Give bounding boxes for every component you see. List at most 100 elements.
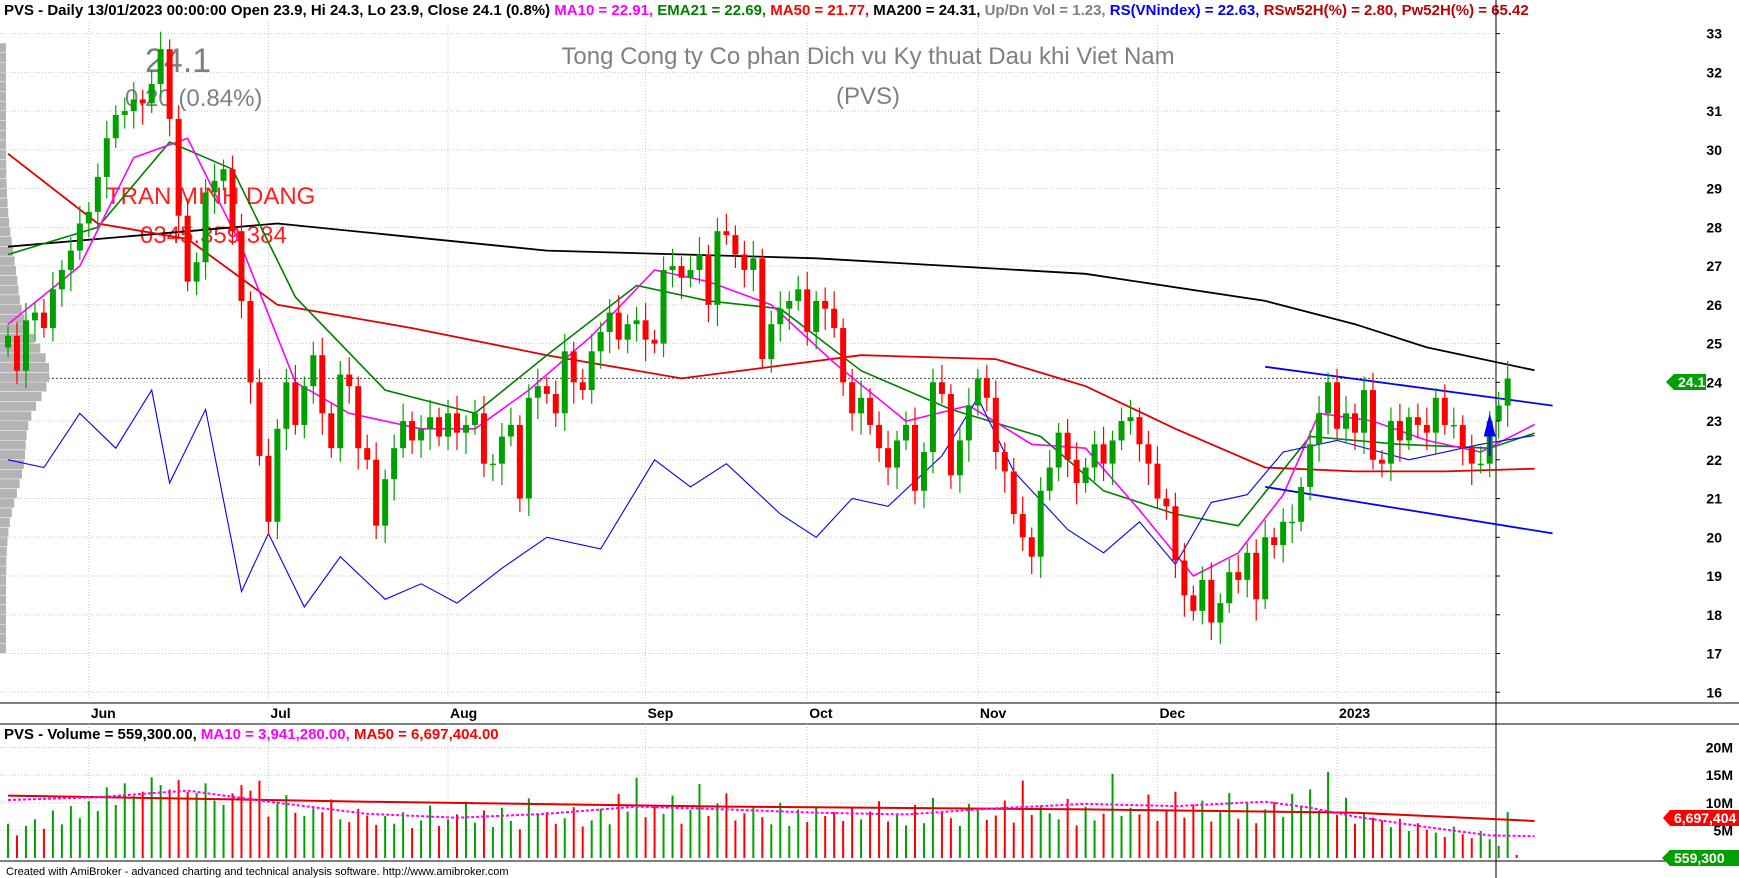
candle-body — [319, 355, 326, 414]
watermark-group: 24.1 0.20 (0.84%) Tong Cong ty Co phan D… — [106, 42, 1175, 249]
x-tick-label: 2023 — [1339, 705, 1370, 721]
author-name: TRAN MINH DANG — [106, 183, 315, 210]
candle-body — [355, 386, 362, 449]
candle-body — [166, 49, 173, 119]
y-tick-label: 32 — [1706, 64, 1722, 80]
candle-body — [31, 312, 38, 321]
candle-body — [1019, 514, 1026, 538]
credit-line: Created with AmiBroker - advanced charti… — [6, 866, 509, 878]
volume-profile-bar — [0, 614, 7, 624]
candle-body — [139, 99, 146, 104]
candle-body — [292, 382, 299, 425]
candle-body — [1001, 452, 1008, 472]
candle-body — [103, 138, 110, 177]
volume-tick-label: 15M — [1706, 767, 1733, 783]
header-ema21: EMA21 = 22.69, — [657, 2, 767, 19]
candle-body — [1450, 424, 1457, 427]
candle-body — [58, 269, 65, 290]
candle-body — [705, 254, 712, 305]
candle-body — [876, 424, 883, 449]
candle-body — [768, 324, 775, 360]
x-tick-label: Jul — [270, 705, 290, 721]
volume-profile-bar — [0, 314, 25, 324]
candle-body — [561, 351, 568, 414]
candle-body — [1378, 459, 1385, 464]
candle-body — [274, 428, 281, 522]
header-updn: Up/Dn Vol = 1.23, — [984, 2, 1106, 19]
volume-profile-bar — [0, 149, 7, 160]
volume-profile-bar — [0, 91, 7, 101]
candle-body — [1441, 397, 1448, 425]
candle-body — [885, 448, 892, 468]
candle-body — [552, 393, 559, 414]
volume-profile-bar — [0, 508, 12, 518]
candle-body — [1172, 506, 1179, 561]
candle-body — [489, 463, 496, 466]
candle-body — [471, 413, 478, 425]
volume-profile-bar — [0, 178, 7, 189]
candle-body — [1343, 413, 1350, 429]
volume-profile-bar — [0, 605, 7, 615]
candle-body — [382, 479, 389, 526]
y-tick-label: 28 — [1706, 219, 1722, 235]
x-tick-label: Aug — [450, 705, 477, 721]
y-tick-label: 24 — [1706, 374, 1722, 390]
volume-profile-bar — [0, 111, 7, 121]
candle-body — [1325, 382, 1332, 414]
volume-profile-bar — [0, 82, 7, 92]
volume-ma10: MA10 = 3,941,280.00, — [200, 726, 350, 743]
y-tick-label: 16 — [1706, 684, 1722, 700]
candle-body — [1271, 537, 1278, 546]
candle-body — [1073, 459, 1080, 484]
volume-profile-bar — [0, 624, 7, 634]
candle-body — [804, 289, 811, 332]
axis-labels: 16 17 18 19 20 21 22 23 24 25 26 27 28 29 30 31 32 33 Jun J… — [91, 26, 1733, 839]
volume-profile-bar — [0, 304, 22, 315]
candle-body — [849, 382, 856, 414]
channel-lower-line — [1265, 486, 1553, 535]
candle-body — [427, 417, 434, 429]
candle-body — [328, 413, 335, 449]
y-tick-label: 33 — [1706, 26, 1722, 42]
candle-body — [579, 382, 586, 391]
candle-body — [822, 300, 829, 309]
candle-body — [741, 254, 748, 270]
x-tick-label: Jun — [91, 705, 116, 721]
volume-profile-bar — [0, 130, 7, 140]
y-tick-label: 22 — [1706, 452, 1722, 468]
volume-profile-bar — [0, 450, 26, 460]
y-tick-label: 18 — [1706, 607, 1722, 623]
candle-body — [409, 421, 416, 441]
y-tick-label: 17 — [1706, 646, 1722, 662]
volume-profile-bar — [0, 140, 7, 150]
candle-body — [1010, 471, 1017, 515]
header-rsw: RSw52H(%) = 2.80, — [1263, 2, 1398, 19]
value-badges: 24.1 6,697,404 559,300 — [1662, 374, 1739, 866]
candle-body — [121, 111, 128, 115]
candle-body — [1280, 521, 1287, 546]
candle-body — [992, 397, 999, 453]
volume-profile-bar — [0, 198, 8, 208]
candle-body — [436, 417, 443, 437]
volume-profile-bar — [0, 227, 11, 237]
candle-body — [1028, 537, 1035, 557]
candle-body — [49, 289, 56, 329]
y-tick-label: 19 — [1706, 568, 1722, 584]
y-tick-label: 26 — [1706, 297, 1722, 313]
candle-body — [1477, 463, 1484, 466]
y-tick-label: 25 — [1706, 336, 1722, 352]
ma10-line — [7, 137, 1535, 578]
ma50-volume-badge-bg — [1663, 810, 1739, 826]
candle-body — [660, 269, 667, 344]
candle-body — [1360, 390, 1367, 433]
candle-body — [1082, 467, 1089, 484]
volume-ma50-line — [7, 794, 1535, 822]
candle-body — [732, 235, 739, 255]
candle-body — [337, 374, 344, 449]
volume-profile-bar — [0, 517, 10, 528]
candle-body — [462, 424, 469, 433]
volume-profile-bar — [0, 556, 7, 566]
signal-arrow-icon — [1483, 413, 1496, 437]
candle-body — [903, 424, 909, 441]
